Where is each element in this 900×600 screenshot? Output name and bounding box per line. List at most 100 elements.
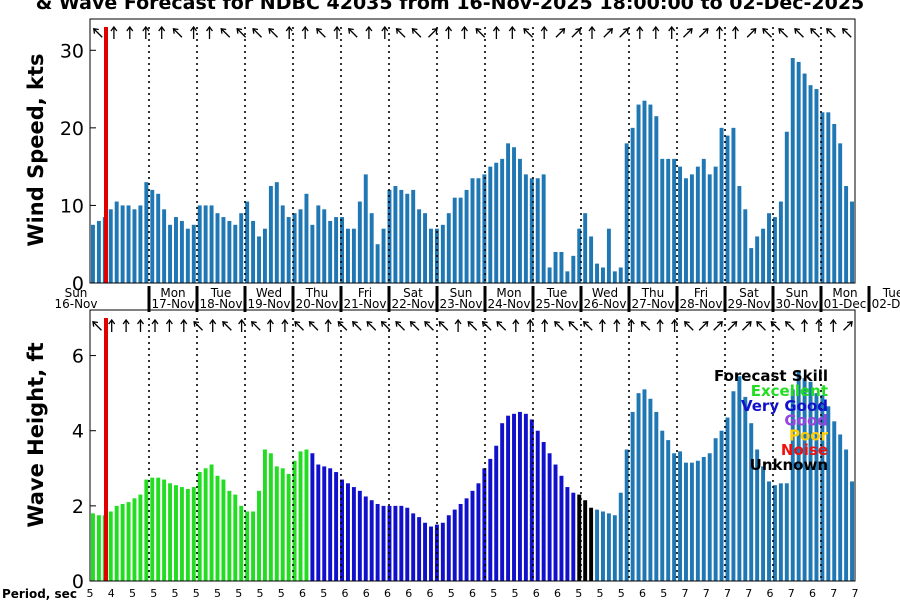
direction-arrow — [588, 25, 596, 39]
wind-bar — [689, 174, 694, 283]
wind-bar — [559, 251, 564, 283]
date-label: 25-Nov — [535, 297, 578, 311]
wind-bar — [666, 158, 671, 283]
wave-bar — [351, 487, 356, 581]
day-name-label: Tue — [546, 286, 568, 300]
direction-arrow — [603, 27, 614, 38]
direction-arrow — [294, 320, 305, 331]
wave-bar — [423, 522, 428, 581]
wave-bar — [298, 451, 303, 581]
direction-arrow — [746, 27, 757, 38]
direction-arrow — [158, 25, 166, 39]
wave-bar — [138, 494, 143, 581]
wind-bar — [654, 116, 659, 284]
direction-arrow — [727, 320, 738, 331]
direction-arrow — [220, 27, 231, 38]
wind-bar — [91, 224, 95, 283]
legend-entry: Poor — [789, 426, 829, 444]
legend-entry: Very Good — [741, 397, 828, 415]
wave-bar — [790, 389, 795, 581]
wind-bar — [571, 255, 576, 283]
wave-bar — [666, 440, 671, 581]
wind-bar — [523, 174, 528, 283]
wind-bar — [476, 178, 481, 283]
wave-bar — [636, 393, 641, 581]
wave-bar — [678, 451, 683, 581]
wave-bar — [494, 445, 499, 581]
period-label: 5 — [512, 587, 519, 600]
wave-bar — [529, 419, 534, 581]
wave-bar — [642, 389, 647, 581]
wave-bar — [399, 505, 404, 581]
wind-bar — [440, 224, 445, 283]
wave-bar — [470, 490, 475, 581]
wind-bar — [678, 166, 683, 283]
wind-bar — [340, 217, 344, 283]
wave-bar — [826, 406, 831, 581]
direction-arrow — [281, 318, 289, 332]
wind-bar — [547, 267, 552, 283]
y-tick-label: 2 — [72, 496, 84, 518]
wind-bar — [595, 263, 599, 283]
direction-arrow — [613, 318, 621, 332]
direction-arrow — [627, 318, 635, 332]
direction-arrow — [582, 320, 593, 331]
day-name-label: Mon — [832, 286, 857, 300]
wind-bar — [458, 197, 463, 283]
period-label: 6 — [342, 587, 349, 600]
period-label: 5 — [278, 587, 285, 600]
wave-bar — [737, 376, 742, 581]
wind-bar — [280, 205, 285, 283]
wind-bar — [221, 217, 226, 283]
wind-bar — [755, 236, 760, 283]
wave-bar — [203, 468, 208, 581]
wave-bar — [784, 483, 789, 581]
wave-bar — [808, 381, 813, 581]
wind-bar — [713, 166, 718, 283]
direction-arrow — [682, 27, 693, 38]
period-label: 6 — [469, 587, 476, 600]
wind-bar — [346, 228, 350, 283]
wave-bar — [654, 411, 659, 581]
wind-bar — [405, 193, 410, 283]
wind-bar — [636, 104, 641, 283]
direction-arrow — [741, 320, 752, 331]
date-label: 19-Nov — [247, 297, 290, 311]
wave-bar — [506, 415, 511, 581]
y-tick-label: 10 — [60, 195, 84, 217]
wave-bar — [684, 462, 688, 581]
wave-bar — [132, 498, 137, 581]
wave-bar — [357, 490, 362, 581]
wind-direction-arrows — [92, 25, 852, 39]
wave-bar — [660, 430, 665, 581]
wave-bar — [393, 505, 398, 581]
wind-bar — [535, 178, 540, 283]
wind-bar — [802, 73, 807, 283]
legend-entry: Noise — [781, 441, 828, 459]
wave-bar — [772, 485, 777, 581]
wave-bar — [168, 483, 173, 581]
period-label: 6 — [384, 587, 391, 600]
wave-bar — [257, 490, 261, 581]
period-label: 5 — [448, 587, 455, 600]
direction-arrow — [496, 320, 507, 331]
direction-arrow — [671, 318, 679, 332]
wave-bar — [535, 430, 540, 581]
wave-bar — [517, 411, 522, 581]
period-label: 5 — [214, 587, 221, 600]
day-name-label: Mon — [496, 286, 521, 300]
direction-arrow — [540, 25, 548, 39]
wave-bar — [541, 441, 546, 581]
wave-bar — [108, 511, 113, 581]
wind-bar — [381, 228, 386, 283]
wind-bar — [630, 127, 635, 283]
wave-bar — [476, 483, 481, 581]
day-name-label: Tue — [210, 286, 232, 300]
period-label: 7 — [682, 587, 689, 600]
wind-bar — [132, 209, 137, 283]
direction-arrow — [316, 27, 326, 38]
direction-arrow — [445, 25, 453, 39]
direction-arrow — [800, 318, 809, 332]
direction-arrow — [409, 320, 420, 331]
wave-bar — [280, 468, 285, 581]
